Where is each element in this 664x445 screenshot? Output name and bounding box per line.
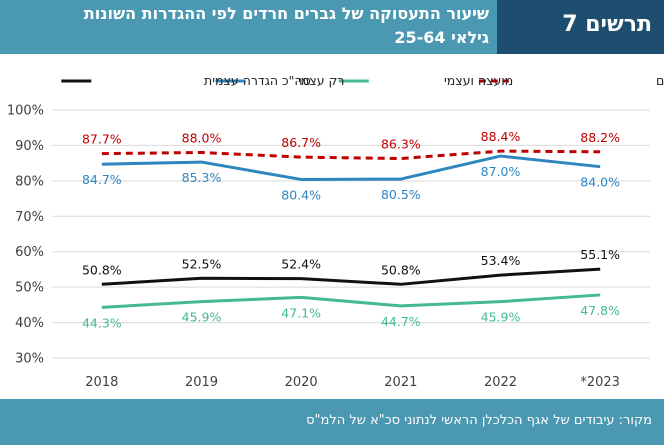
source-note: מקור: עיבודים של אגף הכלכלן הראשי לנתוני… (306, 413, 652, 428)
figure-number-box: תרשים 7 (497, 0, 664, 54)
line-chart: 30% 40% 50% 60% 70% 80% 90% 100% 2018 2019 2020 202… (7, 73, 664, 390)
data-label: 52.4% (281, 257, 321, 272)
x-tick-label: *2023 (580, 375, 620, 390)
series-line (101, 154, 601, 181)
data-label: 80.4% (281, 187, 321, 202)
y-tick-label: 40% (15, 316, 44, 331)
legend-label: מועצה ועצמי (444, 73, 513, 88)
data-label: 86.7% (281, 135, 321, 150)
y-tick-label: 70% (15, 210, 44, 225)
x-tick-label: 2022 (484, 375, 517, 390)
series-line (101, 267, 601, 286)
data-label: 80.5% (381, 187, 421, 202)
data-label: 84.7% (82, 172, 122, 187)
x-tick-label: 2018 (85, 375, 118, 390)
figure-label: תרשים 7 (562, 12, 652, 37)
x-tick-label: 2020 (285, 375, 318, 390)
data-label: 88.4% (481, 129, 521, 144)
chart-title-line1: שיעור התעסוקה של גברים חרדים לפי ההגדרות… (83, 4, 489, 23)
data-label: 86.3% (381, 137, 421, 152)
data-label: 87.0% (481, 164, 521, 179)
data-label: 53.4% (481, 253, 521, 268)
data-label: 85.3% (182, 170, 222, 185)
data-label: 52.5% (182, 256, 222, 271)
legend-label: סה"כ הגדרה עצמית (204, 73, 311, 88)
y-tick-label: 80% (15, 174, 44, 189)
data-label: 87.7% (82, 132, 122, 147)
data-label: 84.0% (580, 175, 620, 190)
data-label: 50.8% (381, 262, 421, 277)
data-label: 55.1% (580, 247, 620, 262)
legend-label: רק עצמי (298, 73, 344, 88)
legend-label: גברים יהודים שאינם חרדים (656, 73, 664, 88)
y-tick-label: 90% (15, 139, 44, 154)
y-tick-label: 100% (7, 104, 44, 119)
footer: מקור: עיבודים של אגף הכלכלן הראשי לנתוני… (0, 399, 664, 445)
data-label: 88.2% (580, 130, 620, 145)
title-bar: שיעור התעסוקה של גברים חרדים לפי ההגדרות… (0, 0, 497, 54)
y-tick-label: 30% (15, 352, 44, 367)
data-label: 44.3% (82, 315, 122, 330)
data-label: 47.1% (281, 305, 321, 320)
data-label: 45.9% (182, 310, 222, 325)
x-tick-label: 2019 (185, 375, 218, 390)
series-line (101, 293, 601, 309)
y-tick-label: 50% (15, 281, 44, 296)
x-tick-label: 2021 (384, 375, 417, 390)
data-label: 44.7% (381, 314, 421, 329)
data-label: 50.8% (82, 262, 122, 277)
data-label: 45.9% (481, 310, 521, 325)
header: שיעור התעסוקה של גברים חרדים לפי ההגדרות… (0, 0, 664, 54)
data-label: 47.8% (580, 303, 620, 318)
data-label: 88.0% (182, 131, 222, 146)
chart-title-line2: גילאי 25-64 (394, 28, 489, 47)
y-tick-label: 60% (15, 245, 44, 260)
